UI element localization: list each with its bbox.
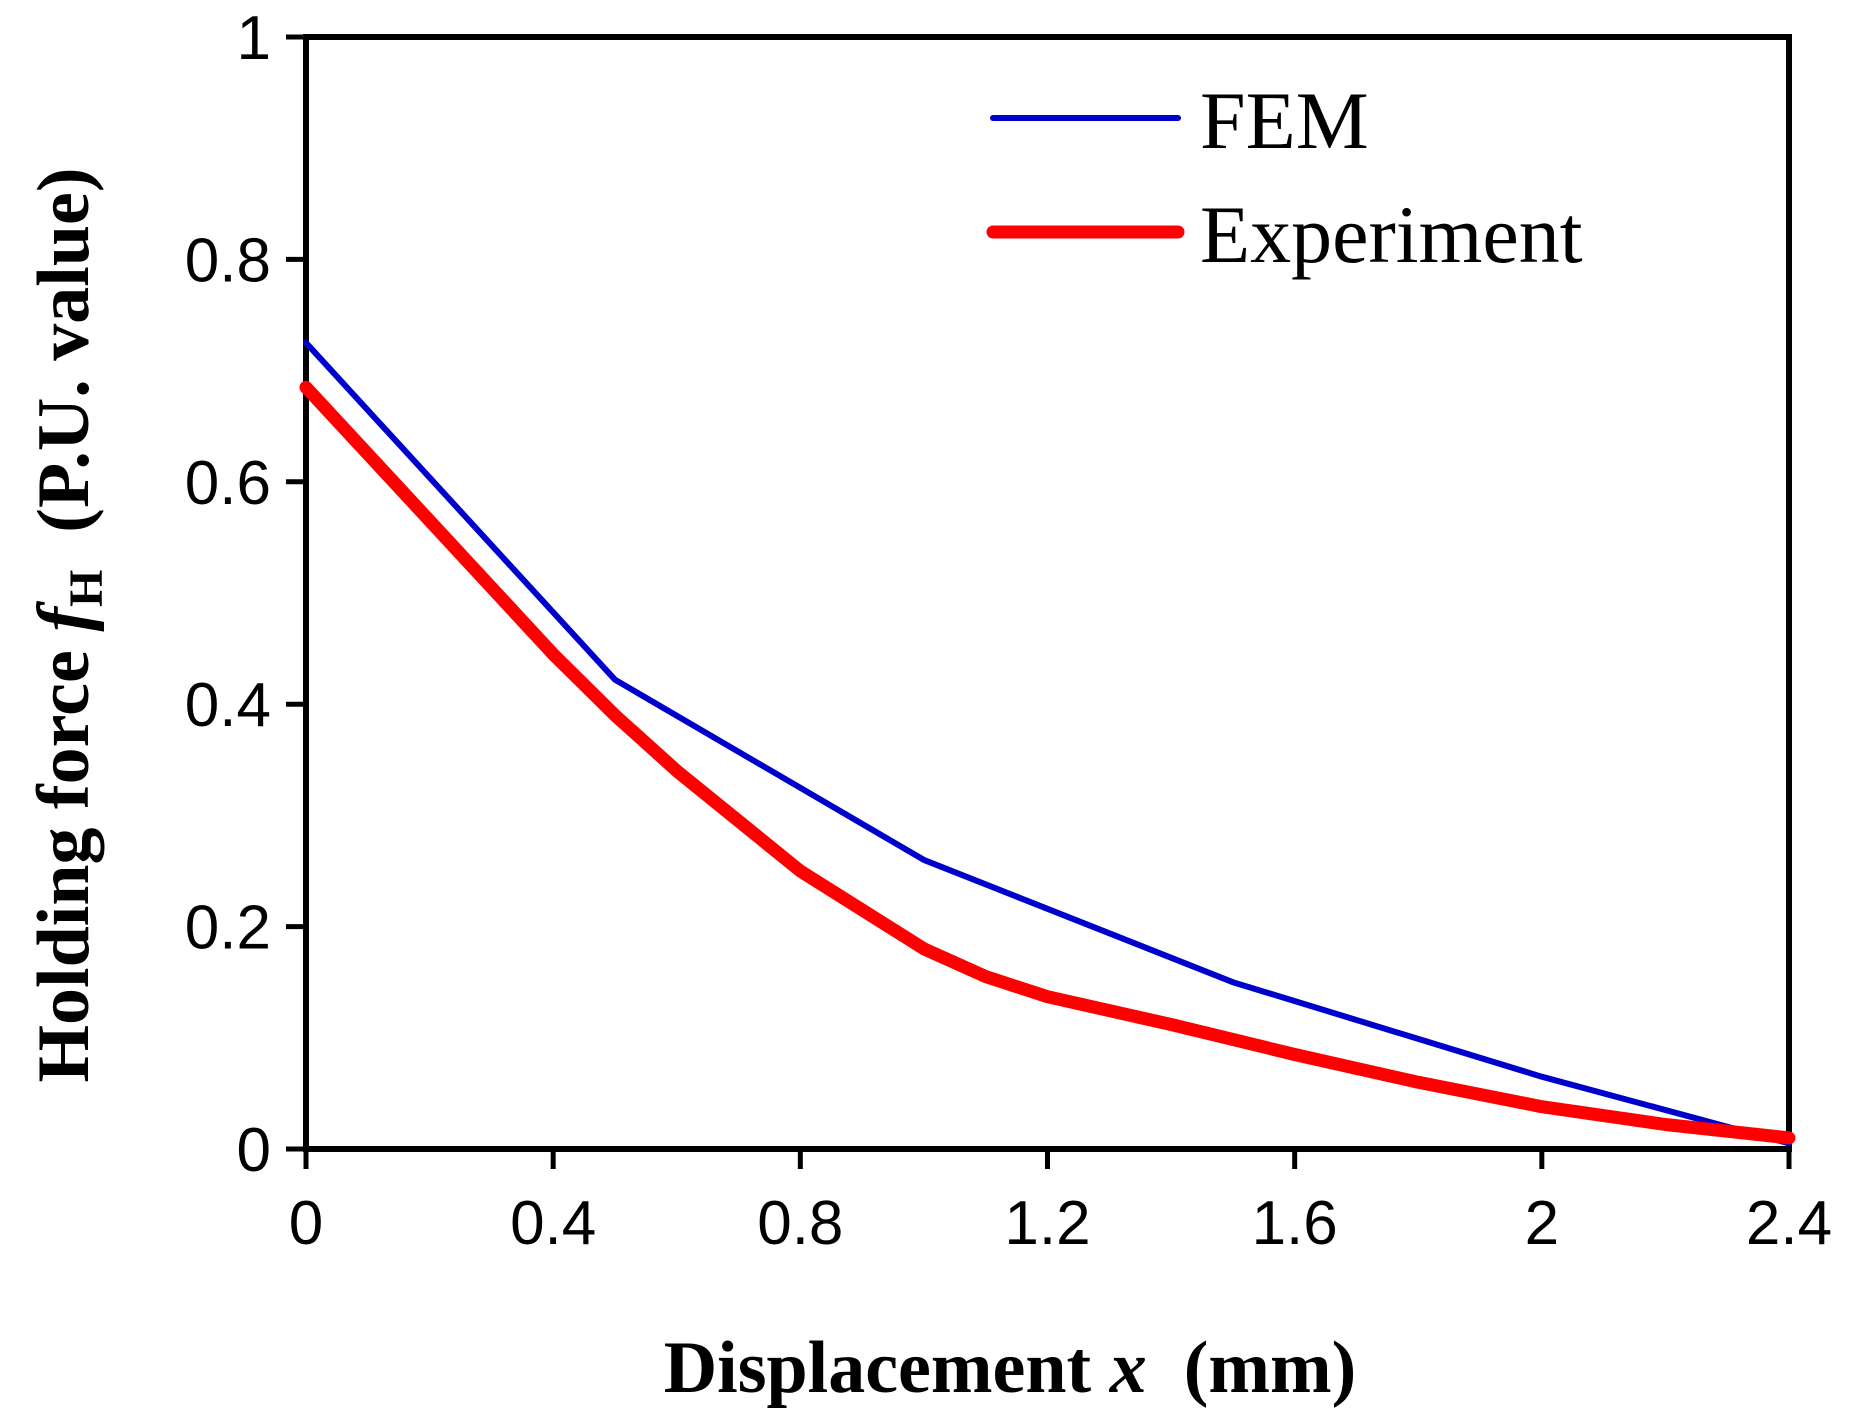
x-tick-label: 2 bbox=[1525, 1189, 1559, 1258]
x-axis-ticks: 0 0.4 0.8 1.2 1.6 2 2.4 bbox=[289, 1149, 1832, 1258]
x-axis-variable: x bbox=[1109, 1327, 1147, 1409]
x-tick-label: 1.6 bbox=[1252, 1189, 1338, 1258]
x-tick-label: 0.8 bbox=[757, 1189, 843, 1258]
x-axis-title: Displacement x (mm) bbox=[664, 1327, 1357, 1409]
y-axis-unit: (P.U. value) bbox=[23, 167, 105, 532]
y-axis-title: Holding force fH (P.U. value) bbox=[23, 167, 113, 1082]
y-tick-label: 0.8 bbox=[185, 226, 271, 295]
x-tick-label: 0.4 bbox=[510, 1189, 596, 1258]
legend-label-fem: FEM bbox=[1200, 75, 1369, 166]
x-tick-label: 1.2 bbox=[1004, 1189, 1090, 1258]
y-axis-subscript: H bbox=[60, 570, 113, 607]
legend: FEM Experiment bbox=[986, 75, 1583, 280]
x-tick-label: 2.4 bbox=[1746, 1189, 1832, 1258]
series-line-experiment bbox=[299, 380, 1796, 1145]
x-axis-unit: (mm) bbox=[1184, 1327, 1357, 1409]
y-tick-label: 0.2 bbox=[185, 894, 271, 963]
y-tick-label: 0 bbox=[237, 1116, 271, 1185]
x-axis-title-text: Displacement bbox=[664, 1327, 1092, 1409]
legend-label-experiment: Experiment bbox=[1200, 189, 1583, 280]
series-line-fem bbox=[303, 339, 1792, 1147]
y-tick-label: 1 bbox=[237, 4, 271, 73]
y-axis-title-text: Holding force bbox=[23, 650, 105, 1082]
y-axis-ticks: 0 0.2 0.4 0.6 0.8 1 bbox=[185, 4, 306, 1185]
y-tick-label: 0.6 bbox=[185, 449, 271, 518]
x-tick-label: 0 bbox=[289, 1189, 323, 1258]
series-lines bbox=[299, 339, 1796, 1147]
y-tick-label: 0.4 bbox=[185, 671, 271, 740]
